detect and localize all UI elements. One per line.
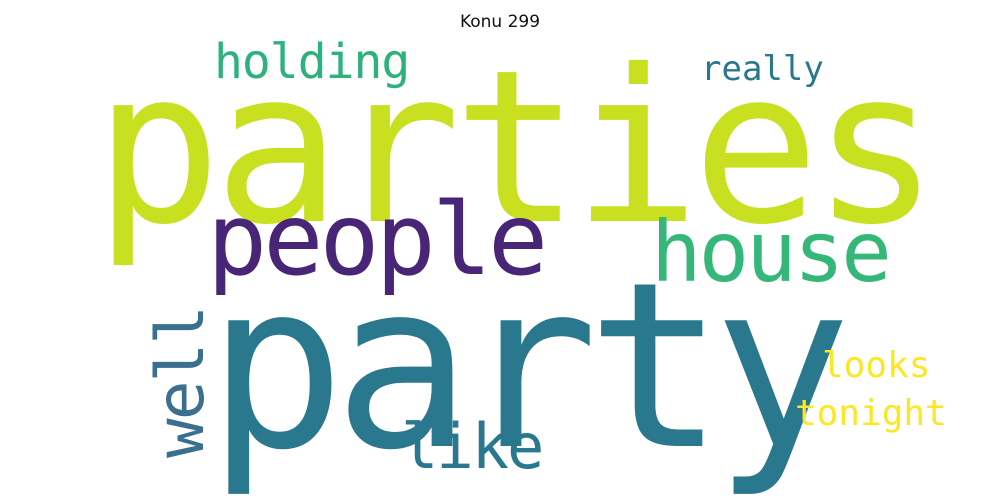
chart-title: Konu 299 (459, 12, 541, 32)
word-like: like (401, 410, 544, 483)
word-tonight: tonight (795, 393, 947, 434)
word-well: really (701, 49, 824, 89)
word-really: well (142, 307, 219, 458)
word-party: party (207, 234, 851, 501)
word-looks: looks (822, 345, 931, 386)
word-house: house (651, 203, 892, 301)
word-people: people (207, 181, 548, 298)
word-parties: parties (94, 24, 939, 271)
word-holding: holding (214, 34, 410, 90)
